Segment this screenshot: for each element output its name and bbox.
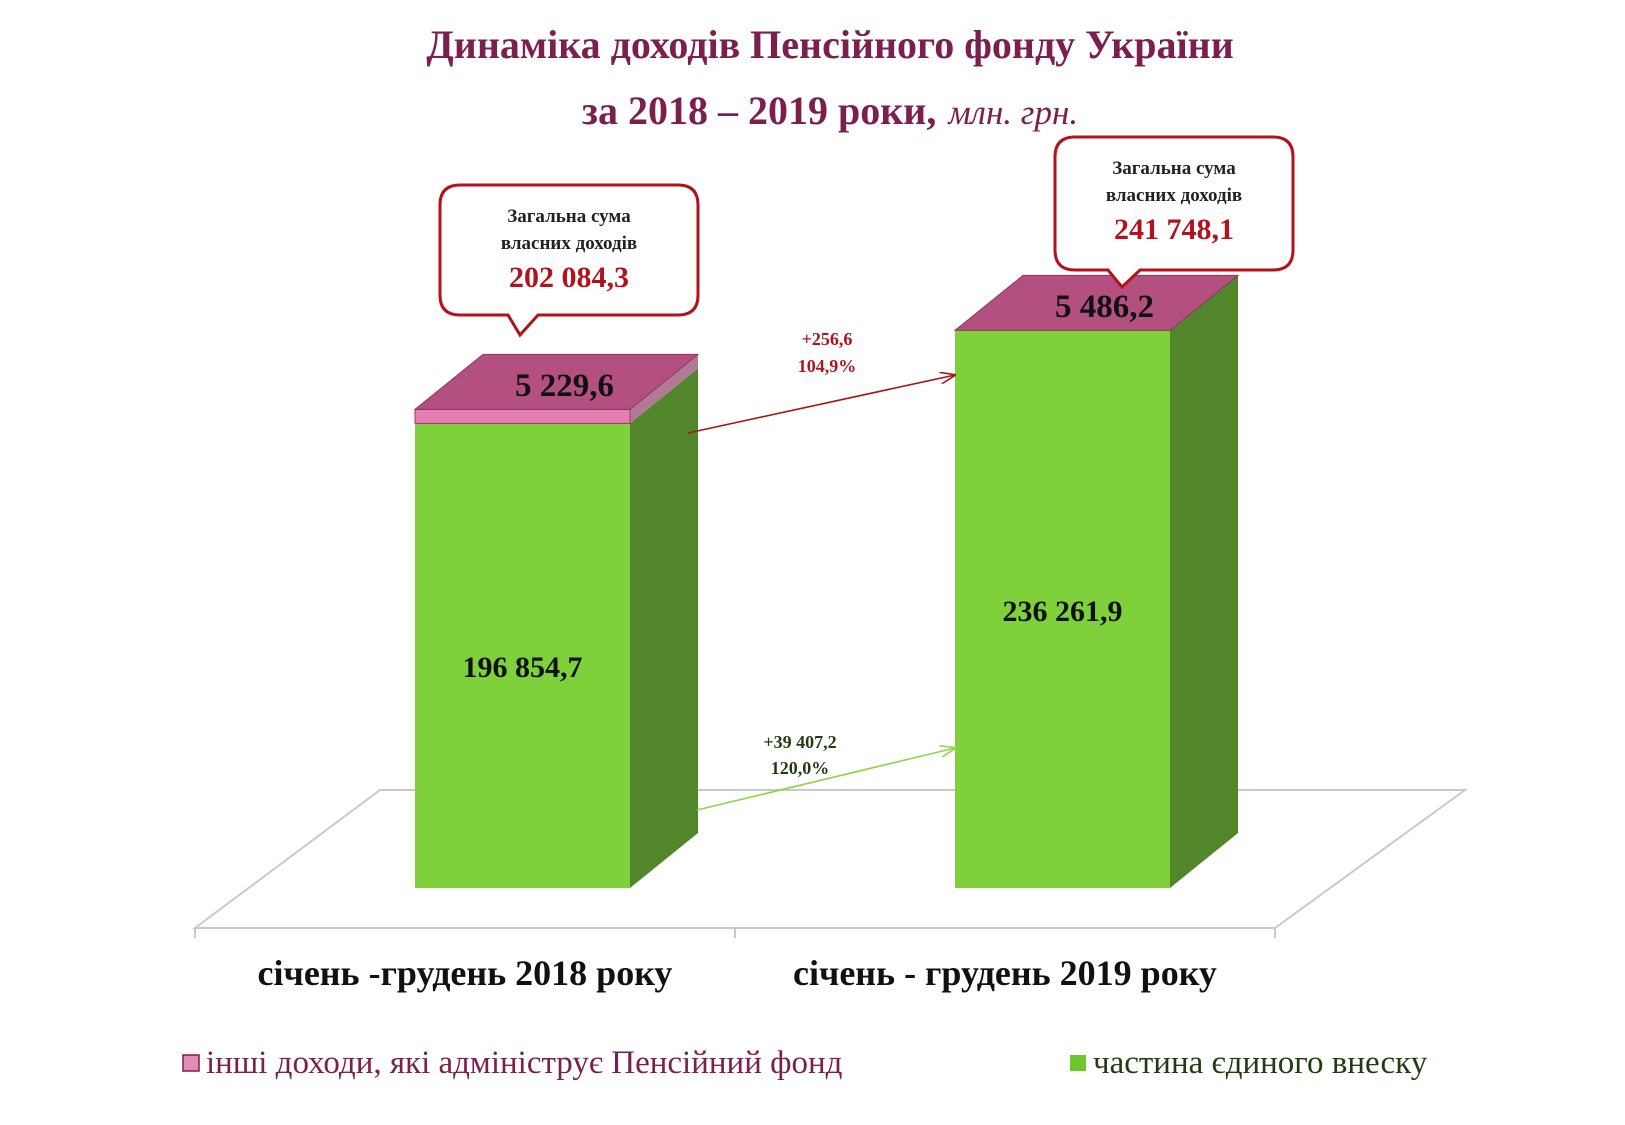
change-single-contribution-pct: 120,0% bbox=[771, 758, 830, 778]
chart-title: Динаміка доходів Пенсійного фонду Україн… bbox=[426, 22, 1234, 67]
data-label-single-contribution-2019: 236 261,9 bbox=[1003, 595, 1123, 628]
legend-label-other-income: інші доходи, які адмініструє Пенсійний ф… bbox=[206, 1045, 843, 1081]
callout-bubble-2018 bbox=[438, 183, 700, 338]
callout-caption-line1-2019: Загальна сума bbox=[1112, 158, 1236, 179]
legend-swatch-other-income bbox=[182, 1054, 200, 1072]
data-label-single-contribution-2018: 196 854,7 bbox=[463, 651, 583, 684]
bar-single-contribution-2019 bbox=[955, 330, 1170, 889]
bar-top-other-income-2019 bbox=[953, 274, 1240, 331]
change-arrow-single-contribution bbox=[696, 748, 955, 811]
category-label-2019: січень - грудень 2019 року bbox=[793, 953, 1217, 993]
chart-subtitle: за 2018 – 2019 роки, млн. грн. bbox=[582, 88, 1078, 133]
chart-floor bbox=[191, 789, 1469, 929]
callout-total-2018: 202 084,3 bbox=[509, 261, 629, 294]
legend-swatch-single-contribution bbox=[1070, 1055, 1086, 1071]
category-label-2018: січень -грудень 2018 року bbox=[258, 953, 673, 993]
total-callout-2019: Загальна сума власних доходів 241 748,1 bbox=[1053, 135, 1295, 290]
bars-group: 196 854,7 5 229,6 236 261,9 5 486,2 bbox=[413, 274, 1240, 889]
bar-top-other-income-2018 bbox=[413, 353, 700, 410]
callout-caption-line2-2018: власних доходів bbox=[501, 233, 637, 254]
bar-side-single-contribution-2018 bbox=[630, 368, 698, 888]
bar-single-contribution-2018 bbox=[415, 423, 630, 888]
data-label-other-income-2019: 5 486,2 bbox=[1055, 289, 1154, 325]
change-arrow-other-income bbox=[687, 375, 955, 434]
bar-side-single-contribution-2019 bbox=[1170, 275, 1238, 889]
bar-other-income-2018 bbox=[414, 408, 631, 424]
legend: інші доходи, які адмініструє Пенсійний ф… bbox=[182, 1045, 1428, 1081]
callout-total-2019: 241 748,1 bbox=[1114, 213, 1234, 246]
callout-caption-line2-2019: власних доходів bbox=[1106, 185, 1242, 206]
callout-caption-line1-2018: Загальна сума bbox=[507, 206, 631, 227]
legend-label-single-contribution: частина єдиного внеску bbox=[1093, 1045, 1428, 1081]
callout-bubble-2019 bbox=[1053, 135, 1295, 290]
total-callout-2018: Загальна сума власних доходів 202 084,3 bbox=[438, 183, 700, 338]
bar-side-other-income-2018 bbox=[630, 354, 698, 424]
change-single-contribution-abs: +39 407,2 bbox=[763, 732, 836, 752]
change-other-income-pct: 104,9% bbox=[798, 356, 857, 376]
chart-subtitle-years: за 2018 – 2019 роки, bbox=[582, 88, 936, 133]
data-label-other-income-2018: 5 229,6 bbox=[515, 368, 614, 404]
chart-subtitle-unit: млн. грн. bbox=[946, 93, 1078, 132]
change-other-income-abs: +256,6 bbox=[802, 329, 853, 349]
